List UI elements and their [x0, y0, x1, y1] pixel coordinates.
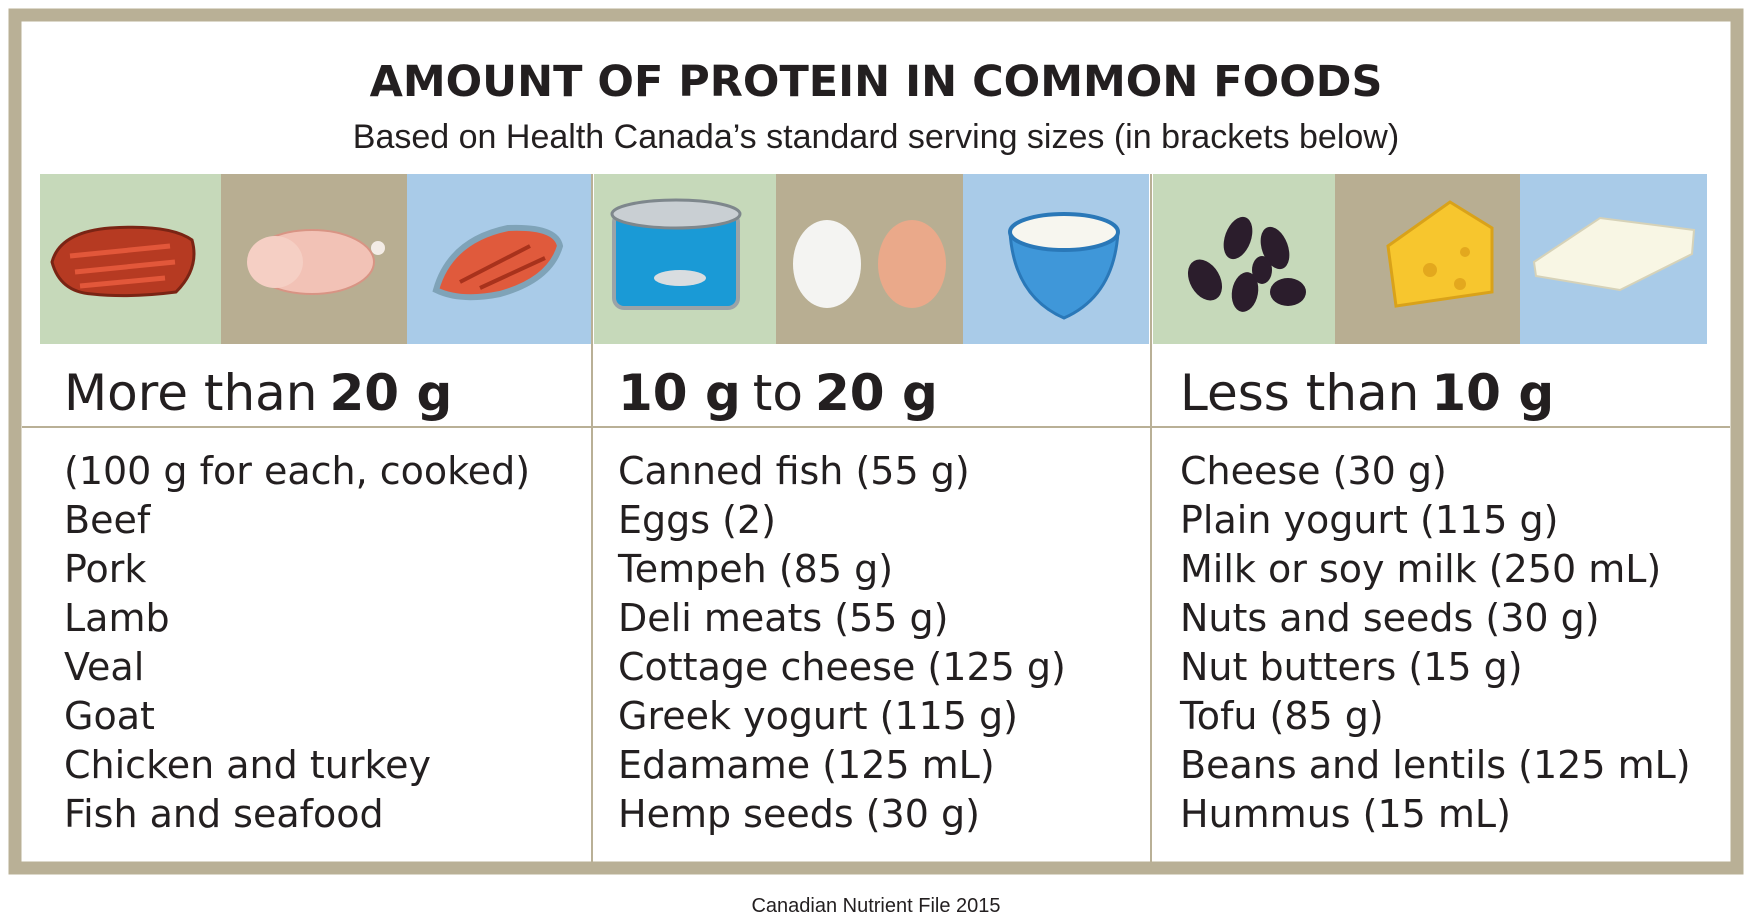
icon-cottage-cheese	[1008, 212, 1120, 252]
column-heading: More than 20 g	[64, 364, 452, 422]
food-item: Nut butters (15 g)	[1180, 645, 1523, 689]
food-item: Cottage cheese (125 g)	[618, 645, 1066, 689]
icon-beans	[1187, 216, 1306, 312]
image-band	[40, 174, 1707, 344]
icon-cheese-holes	[1423, 247, 1470, 290]
heading-part: Less than	[1180, 364, 1419, 422]
icon-bowl	[1008, 230, 1120, 320]
title: AMOUNT OF PROTEIN IN COMMON FOODS	[370, 57, 1383, 107]
food-item: Eggs (2)	[618, 498, 776, 542]
heading-part: 10 g	[1431, 364, 1554, 422]
food-item: Beef	[64, 498, 152, 542]
food-item: Veal	[64, 645, 144, 689]
icon-egg-brown	[878, 220, 946, 308]
icon-cheese	[1386, 200, 1494, 308]
icon-chicken-leg	[247, 236, 303, 288]
food-item: Chicken and turkey	[64, 743, 431, 787]
icon-chicken-bone	[371, 241, 385, 255]
food-item: Cheese (30 g)	[1180, 449, 1447, 493]
food-item: Lamb	[64, 596, 170, 640]
panel	[1153, 174, 1335, 344]
food-item: Edamame (125 mL)	[618, 743, 995, 787]
food-item: Milk or soy milk (250 mL)	[1180, 547, 1661, 591]
column-heading: 10 g to 20 g	[618, 364, 938, 422]
icon-steak-marks	[69, 243, 176, 289]
food-item: Tempeh (85 g)	[617, 547, 893, 591]
heading-part: 10 g	[618, 364, 741, 422]
heading-part: 20 g	[329, 364, 452, 422]
food-item: Beans and lentils (125 mL)	[1180, 743, 1691, 787]
food-item: Deli meats (55 g)	[618, 596, 949, 640]
heading-part: More than	[64, 364, 317, 422]
food-item: Goat	[64, 694, 155, 738]
icon-can-lid	[610, 198, 742, 230]
column-heading: Less than 10 g	[1180, 364, 1554, 422]
food-item: Hummus (15 mL)	[1180, 792, 1511, 836]
icon-salmon-marks	[459, 244, 546, 290]
food-item: Fish and seafood	[64, 792, 384, 836]
subtitle: Based on Health Canada’s standard servin…	[353, 118, 1399, 156]
frame	[8, 8, 1744, 875]
icon-egg-white	[793, 220, 861, 308]
food-item: (100 g for each, cooked)	[64, 449, 530, 493]
food-item: Tofu (85 g)	[1179, 694, 1384, 738]
icon-tofu	[1532, 216, 1696, 292]
food-item: Canned fish (55 g)	[618, 449, 970, 493]
food-item: Greek yogurt (115 g)	[618, 694, 1018, 738]
food-item: Pork	[64, 547, 146, 591]
columns: More than 20 g(100 g for each, cooked)Bee…	[64, 364, 1691, 836]
food-item: Nuts and seeds (30 g)	[1180, 596, 1600, 640]
food-item: Hemp seeds (30 g)	[618, 792, 980, 836]
heading-part: 20 g	[815, 364, 938, 422]
source: Canadian Nutrient File 2015	[751, 895, 1000, 917]
heading-part: to	[753, 364, 803, 422]
icon-can-fish	[654, 270, 706, 286]
food-item: Plain yogurt (115 g)	[1180, 498, 1558, 542]
